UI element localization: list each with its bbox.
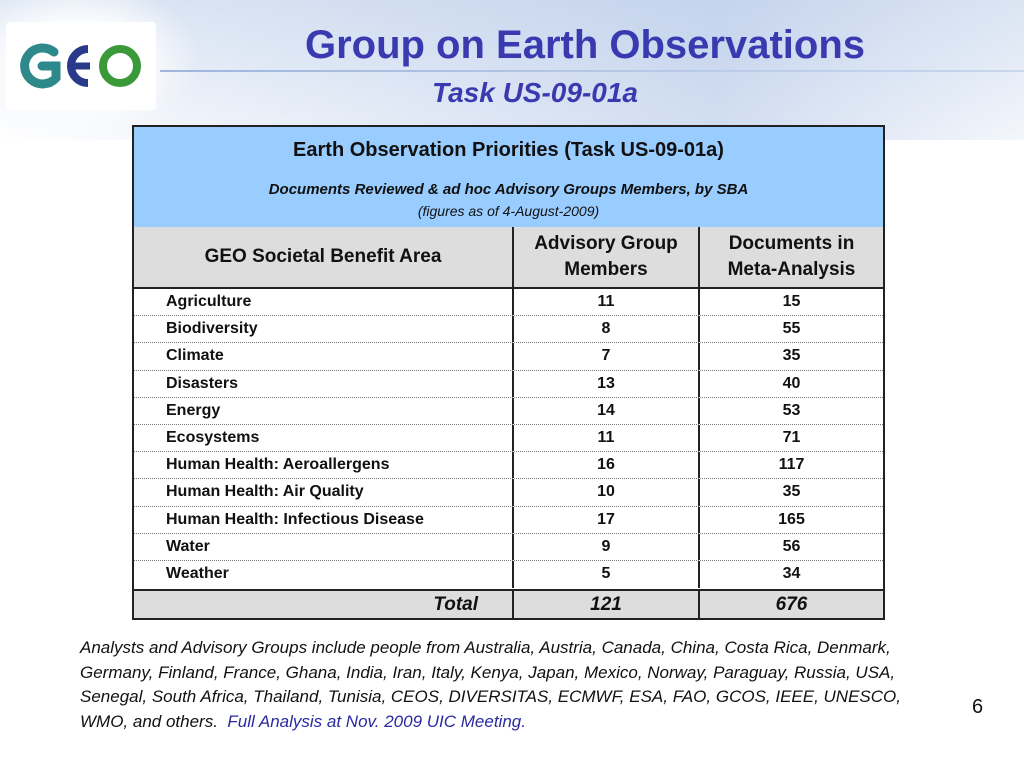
page-title: Group on Earth Observations	[304, 23, 866, 67]
priorities-table: Earth Observation Priorities (Task US-09…	[132, 125, 885, 620]
documents-cell: 35	[782, 347, 801, 365]
area-cell: Ecosystems	[134, 424, 514, 452]
members-cell: 11	[514, 424, 700, 452]
table-row: Disasters 13 40	[134, 370, 883, 398]
page-number: 6	[972, 696, 984, 718]
members-cell: 14	[514, 397, 700, 424]
header-divider	[160, 70, 1024, 72]
table-title: Earth Observation Priorities (Task US-09…	[293, 139, 724, 161]
members-cell: 8	[514, 316, 700, 343]
column-header-members: Advisory Group Members	[514, 227, 700, 289]
table-row: Weather 5 34	[134, 560, 883, 589]
documents-cell: 15	[782, 293, 801, 311]
table-note: (figures as of 4-August-2009)	[417, 203, 600, 219]
table-row: Ecosystems 11 71	[134, 424, 883, 453]
column-header-area: GEO Societal Benefit Area	[134, 227, 514, 289]
area-cell: Weather	[134, 560, 514, 589]
documents-cell: 53	[782, 401, 801, 419]
area-cell: Human Health: Air Quality	[134, 479, 514, 506]
total-members: 121	[514, 591, 700, 618]
geo-logo-icon	[20, 43, 141, 89]
table-row: Climate 7 35	[134, 343, 883, 371]
column-header-members-label: Advisory Group Members	[534, 233, 678, 280]
documents-cell: 35	[782, 483, 801, 501]
members-cell: 7	[514, 343, 700, 370]
area-cell: Climate	[134, 343, 514, 370]
members-cell: 16	[514, 452, 700, 479]
total-row: Total 121 676	[134, 589, 883, 618]
documents-cell: 117	[778, 456, 805, 474]
area-cell: Human Health: Aeroallergens	[134, 452, 514, 479]
area-cell: Energy	[134, 397, 514, 424]
footer-text: Analysts and Advisory Groups include peo…	[80, 638, 901, 731]
table-row: Agriculture 11 15	[134, 289, 883, 317]
members-cell: 9	[514, 533, 700, 560]
members-cell: 11	[514, 289, 700, 316]
total-label: Total	[134, 591, 514, 618]
page-subtitle: Task US-09-01a	[432, 77, 638, 108]
table-subtitle: Documents Reviewed & ad hoc Advisory Gro…	[268, 181, 749, 198]
members-cell: 17	[514, 506, 700, 533]
column-header-documents: Documents in Meta-Analysis	[700, 227, 883, 289]
table-row: Energy 14 53	[134, 397, 883, 425]
area-cell: Human Health: Infectious Disease	[134, 506, 514, 533]
members-cell: 10	[514, 479, 700, 506]
area-cell: Water	[134, 533, 514, 560]
geo-logo	[6, 22, 156, 110]
documents-cell: 55	[782, 320, 801, 338]
documents-cell: 34	[782, 565, 801, 583]
documents-cell: 40	[782, 374, 801, 392]
total-documents: 676	[775, 593, 808, 615]
documents-cell: 56	[782, 537, 801, 555]
full-analysis-link[interactable]: Full Analysis at Nov. 2009 UIC Meeting.	[227, 711, 526, 731]
table-row: Water 9 56	[134, 533, 883, 561]
members-cell: 5	[514, 560, 700, 589]
column-header-documents-label: Documents in Meta-Analysis	[727, 233, 856, 280]
table-row: Human Health: Air Quality 10 35	[134, 479, 883, 507]
documents-cell: 165	[778, 510, 805, 528]
table-row: Human Health: Infectious Disease 17 165	[134, 506, 883, 534]
area-cell: Agriculture	[134, 289, 514, 316]
table-body: Agriculture 11 15 Biodiversity 8 55 Clim…	[134, 289, 883, 589]
table-header: Earth Observation Priorities (Task US-09…	[134, 127, 883, 229]
table-row: Human Health: Aeroallergens 16 117	[134, 452, 883, 480]
footer-note: Analysts and Advisory Groups include peo…	[80, 636, 950, 734]
documents-cell: 71	[782, 429, 801, 447]
area-cell: Disasters	[134, 370, 514, 397]
area-cell: Biodiversity	[134, 316, 514, 343]
members-cell: 13	[514, 370, 700, 397]
table-row: Biodiversity 8 55	[134, 316, 883, 344]
